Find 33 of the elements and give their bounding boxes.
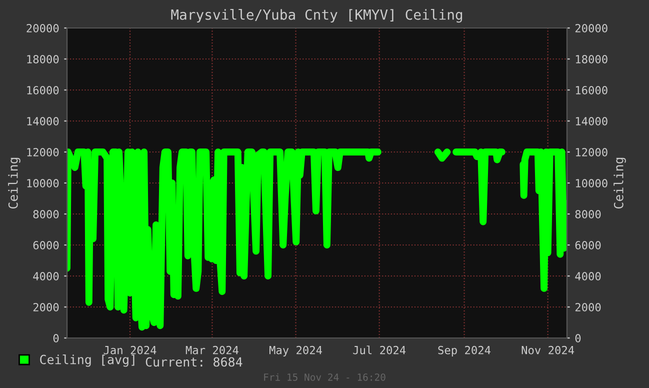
y-tick-label: 14000: [27, 117, 59, 126]
y-tick-label: 8000: [33, 210, 59, 218]
y-tick-label: 6000: [33, 241, 59, 250]
y-tick-label: 4000: [33, 272, 59, 280]
y2-tick-label: 16000: [576, 86, 608, 94]
y2-tick-label: 2000: [575, 303, 601, 312]
y2-tick-label: 14000: [576, 117, 608, 126]
y2-tick-label: 8000: [575, 210, 601, 218]
text: Current: 8684: [146, 357, 242, 367]
y-tick-label: 2000: [33, 303, 59, 312]
y2-tick-label: 12000: [576, 148, 608, 156]
chart-title: Marysville/Yuba Cnty [KMYV] Ceiling: [171, 9, 462, 23]
y2-tick-label: 20000: [575, 24, 608, 32]
y-tick-label: 20000: [26, 24, 59, 32]
legend-label: Ceiling [avg]: [40, 354, 134, 367]
y-tick-label: 12000: [27, 148, 59, 156]
x-tick-label: Jan 2024: [104, 346, 156, 354]
y-tick-label: 16000: [27, 86, 59, 94]
x-tick-label: May 2024: [269, 346, 322, 356]
y2-tick-label: 4000: [575, 272, 601, 280]
y2-tick-label: 10000: [576, 179, 608, 188]
y-axis-title: Ceiling: [8, 158, 20, 208]
y2-tick-label: 18000: [576, 55, 608, 64]
y2-tick-label: 6000: [575, 241, 601, 250]
x-tick-label: Sep 2024: [438, 346, 490, 356]
x-tick-label: Jul 2024: [353, 346, 406, 354]
x-tick-label: Nov 2024: [522, 346, 574, 354]
y-tick-label: 18000: [27, 55, 59, 64]
y-tick-label: 0: [53, 334, 59, 342]
y2-axis-title: Ceiling: [614, 158, 626, 208]
y2-tick-label: 0: [575, 334, 581, 342]
y-tick-label: 10000: [27, 179, 59, 188]
x-tick-label: Mar 2024: [186, 346, 238, 354]
